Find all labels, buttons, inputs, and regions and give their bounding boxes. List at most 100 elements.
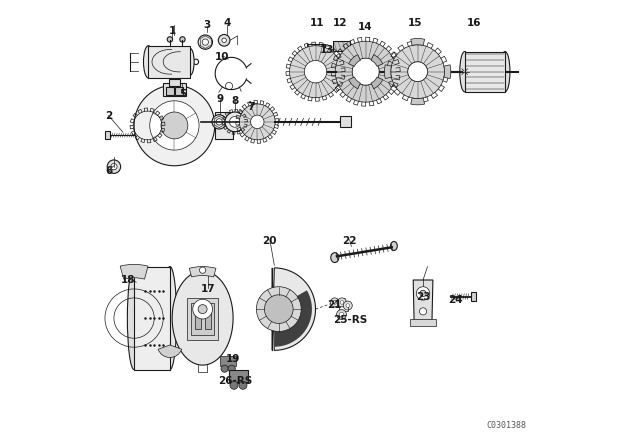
Text: 12: 12 [333, 18, 348, 28]
Circle shape [212, 115, 227, 129]
Circle shape [264, 295, 293, 323]
Circle shape [391, 45, 445, 99]
Bar [340, 116, 351, 127]
Text: 13: 13 [320, 45, 335, 55]
Bar [333, 41, 349, 51]
Polygon shape [172, 271, 233, 365]
Wedge shape [349, 55, 360, 66]
Text: 7: 7 [247, 102, 254, 112]
Text: 2: 2 [105, 112, 112, 121]
Wedge shape [411, 39, 424, 45]
Wedge shape [444, 65, 451, 78]
Circle shape [107, 160, 120, 173]
Text: 15: 15 [408, 18, 422, 28]
Circle shape [200, 267, 205, 273]
Circle shape [193, 299, 212, 319]
Bar [307, 44, 325, 55]
Text: 11: 11 [310, 18, 324, 28]
Ellipse shape [390, 241, 397, 250]
Text: 3: 3 [204, 20, 211, 30]
Text: 18: 18 [121, 275, 136, 285]
Ellipse shape [331, 253, 339, 263]
Circle shape [230, 381, 238, 389]
Circle shape [343, 301, 352, 310]
Polygon shape [272, 268, 316, 350]
Circle shape [337, 298, 346, 307]
Wedge shape [385, 65, 392, 78]
Circle shape [134, 85, 215, 166]
Circle shape [420, 290, 426, 297]
Circle shape [337, 310, 346, 319]
Circle shape [250, 115, 264, 129]
Circle shape [180, 37, 185, 42]
Text: 16: 16 [467, 18, 482, 28]
Circle shape [408, 62, 428, 82]
Circle shape [352, 58, 379, 85]
Bar [163, 83, 186, 96]
Circle shape [419, 308, 427, 315]
Circle shape [228, 365, 236, 372]
Circle shape [416, 287, 430, 300]
Ellipse shape [143, 46, 154, 78]
Text: 9: 9 [216, 95, 223, 104]
Text: 22: 22 [342, 236, 357, 246]
Circle shape [150, 101, 199, 150]
Text: 19: 19 [225, 354, 240, 364]
Ellipse shape [460, 52, 470, 92]
Bar [309, 47, 316, 54]
Circle shape [330, 298, 339, 307]
Wedge shape [371, 55, 383, 66]
Wedge shape [371, 77, 383, 89]
Circle shape [335, 41, 396, 102]
Bar [191, 303, 214, 335]
Text: 5: 5 [179, 89, 186, 99]
Circle shape [333, 301, 337, 304]
Text: C0301388: C0301388 [486, 421, 526, 430]
Circle shape [198, 35, 212, 49]
Ellipse shape [186, 48, 194, 75]
Circle shape [305, 60, 326, 83]
Ellipse shape [127, 267, 141, 370]
Circle shape [225, 112, 244, 132]
Text: 26-RS: 26-RS [218, 376, 252, 386]
Wedge shape [189, 267, 216, 277]
Ellipse shape [163, 267, 177, 370]
Circle shape [307, 64, 324, 80]
Circle shape [340, 301, 344, 304]
Bar [465, 52, 505, 92]
Ellipse shape [500, 52, 510, 92]
Bar [410, 319, 436, 326]
Circle shape [167, 37, 173, 42]
Bar [148, 46, 190, 78]
Circle shape [222, 38, 227, 43]
Wedge shape [411, 98, 424, 105]
Text: 6: 6 [105, 166, 112, 176]
Bar [187, 298, 218, 340]
Bar [470, 292, 476, 301]
Wedge shape [158, 345, 182, 358]
Bar [317, 47, 324, 54]
Circle shape [221, 365, 228, 372]
Circle shape [408, 62, 428, 82]
Text: 10: 10 [215, 52, 230, 62]
Bar [105, 131, 110, 139]
Circle shape [289, 46, 342, 98]
Circle shape [346, 304, 349, 307]
Text: 1: 1 [168, 26, 176, 36]
Circle shape [339, 312, 344, 317]
Text: 24: 24 [448, 295, 463, 305]
Text: 25-RS: 25-RS [333, 315, 367, 325]
Circle shape [257, 287, 301, 332]
Bar [169, 79, 180, 86]
Bar [205, 309, 211, 329]
Polygon shape [275, 290, 312, 347]
Circle shape [202, 39, 209, 45]
Bar [228, 370, 248, 382]
Circle shape [239, 104, 275, 140]
Text: 23: 23 [416, 292, 430, 302]
Text: 8: 8 [231, 96, 239, 106]
Circle shape [218, 34, 230, 46]
Polygon shape [413, 280, 433, 320]
Circle shape [230, 116, 240, 127]
Circle shape [225, 82, 232, 90]
